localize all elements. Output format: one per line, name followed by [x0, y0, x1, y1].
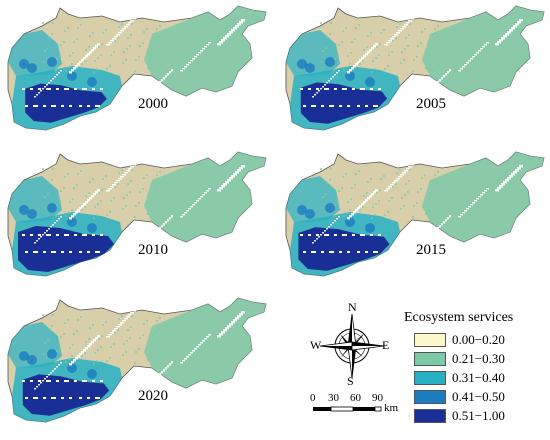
legend-item: 0.41−0.50 — [404, 387, 549, 406]
legend-swatch — [414, 332, 446, 347]
map-panel-2010: 2010 — [2, 150, 272, 290]
legend-label: 0.51−1.00 — [452, 407, 505, 423]
region-map-2010 — [7, 151, 267, 277]
year-label-2010: 2010 — [138, 242, 168, 258]
legend-item: 0.51−1.00 — [404, 406, 549, 425]
scale-tick-60: 60 — [350, 392, 361, 404]
legend-label: 0.41−0.50 — [452, 388, 505, 404]
legend-label: 0.00−0.20 — [452, 331, 505, 347]
scale-tick-30: 30 — [328, 392, 339, 404]
year-label-2005: 2005 — [416, 96, 446, 112]
region-map-2015 — [285, 151, 545, 277]
legend-swatch — [414, 351, 446, 366]
legend-label: 0.21−0.30 — [452, 350, 505, 366]
compass-w-label: W — [310, 338, 322, 352]
legend-item: 0.21−0.30 — [404, 349, 549, 368]
scale-bar-graphic — [313, 406, 382, 412]
compass-e-label: E — [382, 338, 390, 352]
legend-item: 0.00−0.20 — [404, 330, 549, 349]
compass-rose: N S E W — [310, 300, 392, 388]
compass-s-label: S — [347, 374, 354, 388]
scale-bar: 0 30 60 90 km — [306, 392, 416, 422]
year-label-2000: 2000 — [138, 96, 168, 112]
legend-title: Ecosystem services — [404, 310, 514, 325]
scale-tick-0: 0 — [310, 392, 316, 404]
legend-item: 0.31−0.40 — [404, 368, 549, 387]
map-panel-2015: 2015 — [280, 150, 550, 290]
map-panel-2020: 2020 — [2, 296, 272, 436]
map-panel-2005: 2005 — [280, 4, 550, 144]
legend-swatch — [414, 370, 446, 385]
legend-label: 0.31−0.40 — [452, 369, 505, 385]
region-map-2005 — [285, 5, 545, 131]
map-panel-2000: 2000 — [2, 4, 272, 144]
compass-rose-icon — [319, 313, 385, 379]
scale-tick-90: 90 — [372, 392, 383, 404]
compass-n-label: N — [348, 300, 357, 314]
region-map-2020 — [7, 297, 267, 423]
region-map-2000 — [7, 5, 267, 131]
legend: Ecosystem services 0.00−0.20 0.21−0.30 0… — [404, 310, 549, 425]
scale-unit: km — [384, 402, 399, 414]
year-label-2020: 2020 — [138, 388, 168, 404]
legend-swatch — [414, 389, 446, 404]
year-label-2015: 2015 — [416, 242, 446, 258]
legend-swatch — [414, 408, 446, 423]
